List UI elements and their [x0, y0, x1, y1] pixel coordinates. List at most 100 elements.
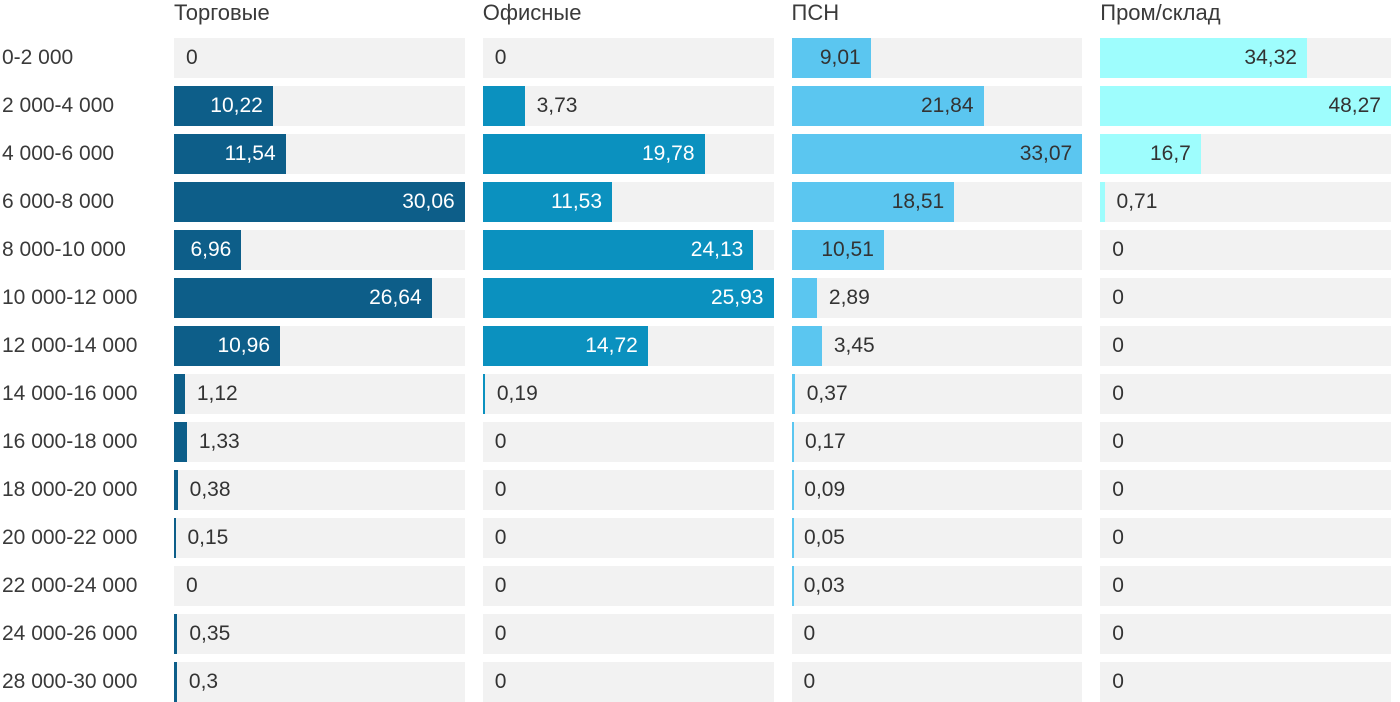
row-label: 2 000-4 000 [2, 94, 115, 117]
row-label: 16 000-18 000 [2, 430, 138, 453]
bar-track: 48,27 [1100, 86, 1391, 126]
bar [791, 326, 822, 366]
bar [482, 326, 648, 366]
bar-value: 0,71 [1116, 190, 1158, 213]
bar-track: 26,64 [174, 278, 465, 318]
bar-value: 0 [1112, 526, 1124, 549]
bar [791, 86, 984, 126]
bar-track: 2,89 [791, 278, 1083, 318]
bar [482, 278, 774, 318]
bar-value: 11,54 [224, 142, 276, 165]
bar-value: 18,51 [891, 190, 945, 213]
column-header-psn: ПСН [791, 0, 840, 25]
bar [791, 470, 794, 510]
bar-value: 2,89 [828, 286, 870, 309]
bar [482, 374, 485, 414]
bar-track: 21,84 [791, 86, 1083, 126]
column-header-prom-sklad: Пром/склад [1100, 0, 1221, 25]
bar-track: 3,73 [482, 86, 774, 126]
bar-value: 0 [494, 46, 507, 69]
bar [174, 86, 273, 126]
bar-track: 10,51 [791, 230, 1083, 270]
bar-track: 0,35 [174, 614, 465, 654]
bar-value: 25,93 [710, 286, 764, 309]
bar-track: 10,96 [174, 326, 465, 366]
bar [482, 230, 754, 270]
bar-value: 0 [1112, 622, 1124, 645]
bar-value: 0 [803, 622, 816, 645]
bar [1100, 134, 1201, 174]
bar-track: 0,37 [791, 374, 1083, 414]
bar-track: 0,71 [1100, 182, 1391, 222]
bar [174, 278, 432, 318]
bar-track: 0 [482, 38, 774, 78]
bar [791, 182, 955, 222]
bar [791, 422, 794, 462]
bar [482, 182, 613, 222]
bar-value: 34,32 [1244, 46, 1297, 69]
bar-track: 34,32 [1100, 38, 1391, 78]
bar-track: 0 [1100, 566, 1391, 606]
bar-value: 26,64 [369, 286, 422, 309]
bar-track: 0 [1100, 422, 1391, 462]
bar-track: 0,09 [791, 470, 1083, 510]
bar-value: 0,3 [188, 670, 219, 693]
bar [482, 86, 525, 126]
bar-value: 0 [1112, 334, 1124, 357]
bar [482, 134, 705, 174]
bar-track: 0 [174, 38, 465, 78]
bar-track: 0 [1100, 518, 1391, 558]
bar-value: 48,27 [1328, 94, 1381, 117]
bar-track: 0 [791, 614, 1083, 654]
bar-value: 0,15 [187, 526, 229, 549]
bar-value: 3,45 [833, 334, 875, 357]
bar [791, 278, 817, 318]
bar-track: 0,17 [791, 422, 1083, 462]
bar [791, 374, 795, 414]
bar-value: 3,73 [536, 94, 578, 117]
bar-track: 0 [482, 566, 774, 606]
bar [174, 374, 185, 414]
row-label: 28 000-30 000 [2, 670, 138, 693]
bar-track: 11,53 [482, 182, 774, 222]
bar [174, 518, 176, 558]
bar-value: 10,22 [210, 94, 263, 117]
column-header-ofisnye: Офисные [482, 0, 582, 25]
bar-value: 24,13 [690, 238, 744, 261]
bar [174, 326, 280, 366]
row-label: 20 000-22 000 [2, 526, 138, 549]
bar-value: 0,03 [803, 574, 845, 597]
bar-value: 0 [494, 670, 507, 693]
row-label: 18 000-20 000 [2, 478, 138, 501]
bar-track: 0,15 [174, 518, 465, 558]
bar-value: 1,12 [196, 382, 238, 405]
bar-value: 0 [1112, 430, 1124, 453]
bar-value: 0 [186, 46, 198, 69]
row-label: 0-2 000 [2, 46, 74, 69]
bar-value: 0 [494, 622, 507, 645]
bar-track: 0 [174, 566, 465, 606]
column-header-torgovye: Торговые [174, 0, 270, 25]
bar-track: 16,7 [1100, 134, 1391, 174]
bar-value: 10,51 [821, 238, 874, 261]
bar-value: 19,78 [641, 142, 695, 165]
bar-track: 0 [482, 518, 774, 558]
bar-value: 0 [494, 574, 507, 597]
bar-track: 33,07 [791, 134, 1083, 174]
bar-track: 0 [1100, 662, 1391, 702]
bar-value: 0 [1112, 382, 1124, 405]
bar-track: 0 [1100, 374, 1391, 414]
bar [174, 230, 242, 270]
bar-track: 0,3 [174, 662, 465, 702]
bar-value: 0,37 [806, 382, 848, 405]
bar-value: 0 [1112, 238, 1124, 261]
bar-track: 0 [482, 662, 774, 702]
bar-value: 16,7 [1149, 142, 1191, 165]
bar-track: 0,05 [791, 518, 1083, 558]
bar [791, 134, 1083, 174]
bar [791, 38, 871, 78]
bar-value: 0 [494, 526, 507, 549]
bar-track: 0,19 [482, 374, 774, 414]
bar-value: 11,53 [551, 190, 603, 213]
bar-value: 33,07 [1019, 142, 1073, 165]
